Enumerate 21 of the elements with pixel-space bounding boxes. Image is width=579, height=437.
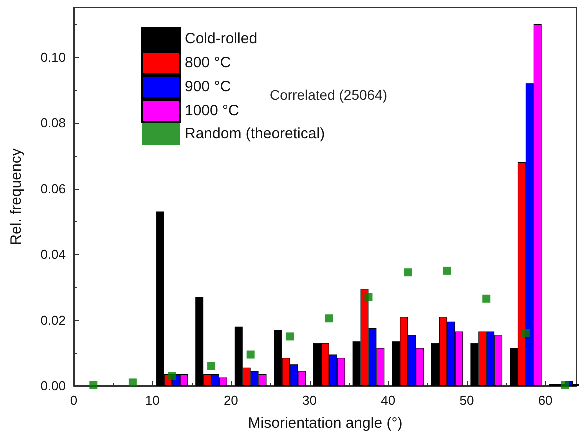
x-tick-label: 40 bbox=[381, 393, 396, 408]
legend-label: Cold-rolled bbox=[185, 30, 258, 48]
legend-label: 900 °C bbox=[185, 78, 232, 96]
x-tick-label: 20 bbox=[224, 393, 238, 408]
y-axis-title: Rel. frequency bbox=[8, 148, 25, 246]
x-tick-label: 0 bbox=[70, 393, 78, 408]
legend-label: 1000 °C bbox=[185, 102, 240, 120]
x-tick-label: 60 bbox=[538, 393, 553, 408]
x-axis-title: Misorientation angle (°) bbox=[248, 415, 403, 432]
legend-label: 800 °C bbox=[185, 54, 232, 72]
x-tick-label: 10 bbox=[145, 393, 160, 408]
y-tick-label: 0.08 bbox=[40, 116, 66, 131]
x-tick-label: 30 bbox=[302, 393, 318, 408]
y-tick-label: 0.02 bbox=[40, 312, 66, 328]
annotation: Correlated (25064) bbox=[270, 87, 388, 103]
legend-label: Random (theoretical) bbox=[185, 126, 326, 142]
y-tick-label: 0.00 bbox=[40, 378, 66, 394]
x-tick-label: 50 bbox=[460, 393, 474, 408]
y-tick-label: 0.06 bbox=[40, 181, 66, 196]
y-tick-label: 0.04 bbox=[40, 247, 66, 262]
y-tick-label: 0.10 bbox=[40, 50, 66, 65]
